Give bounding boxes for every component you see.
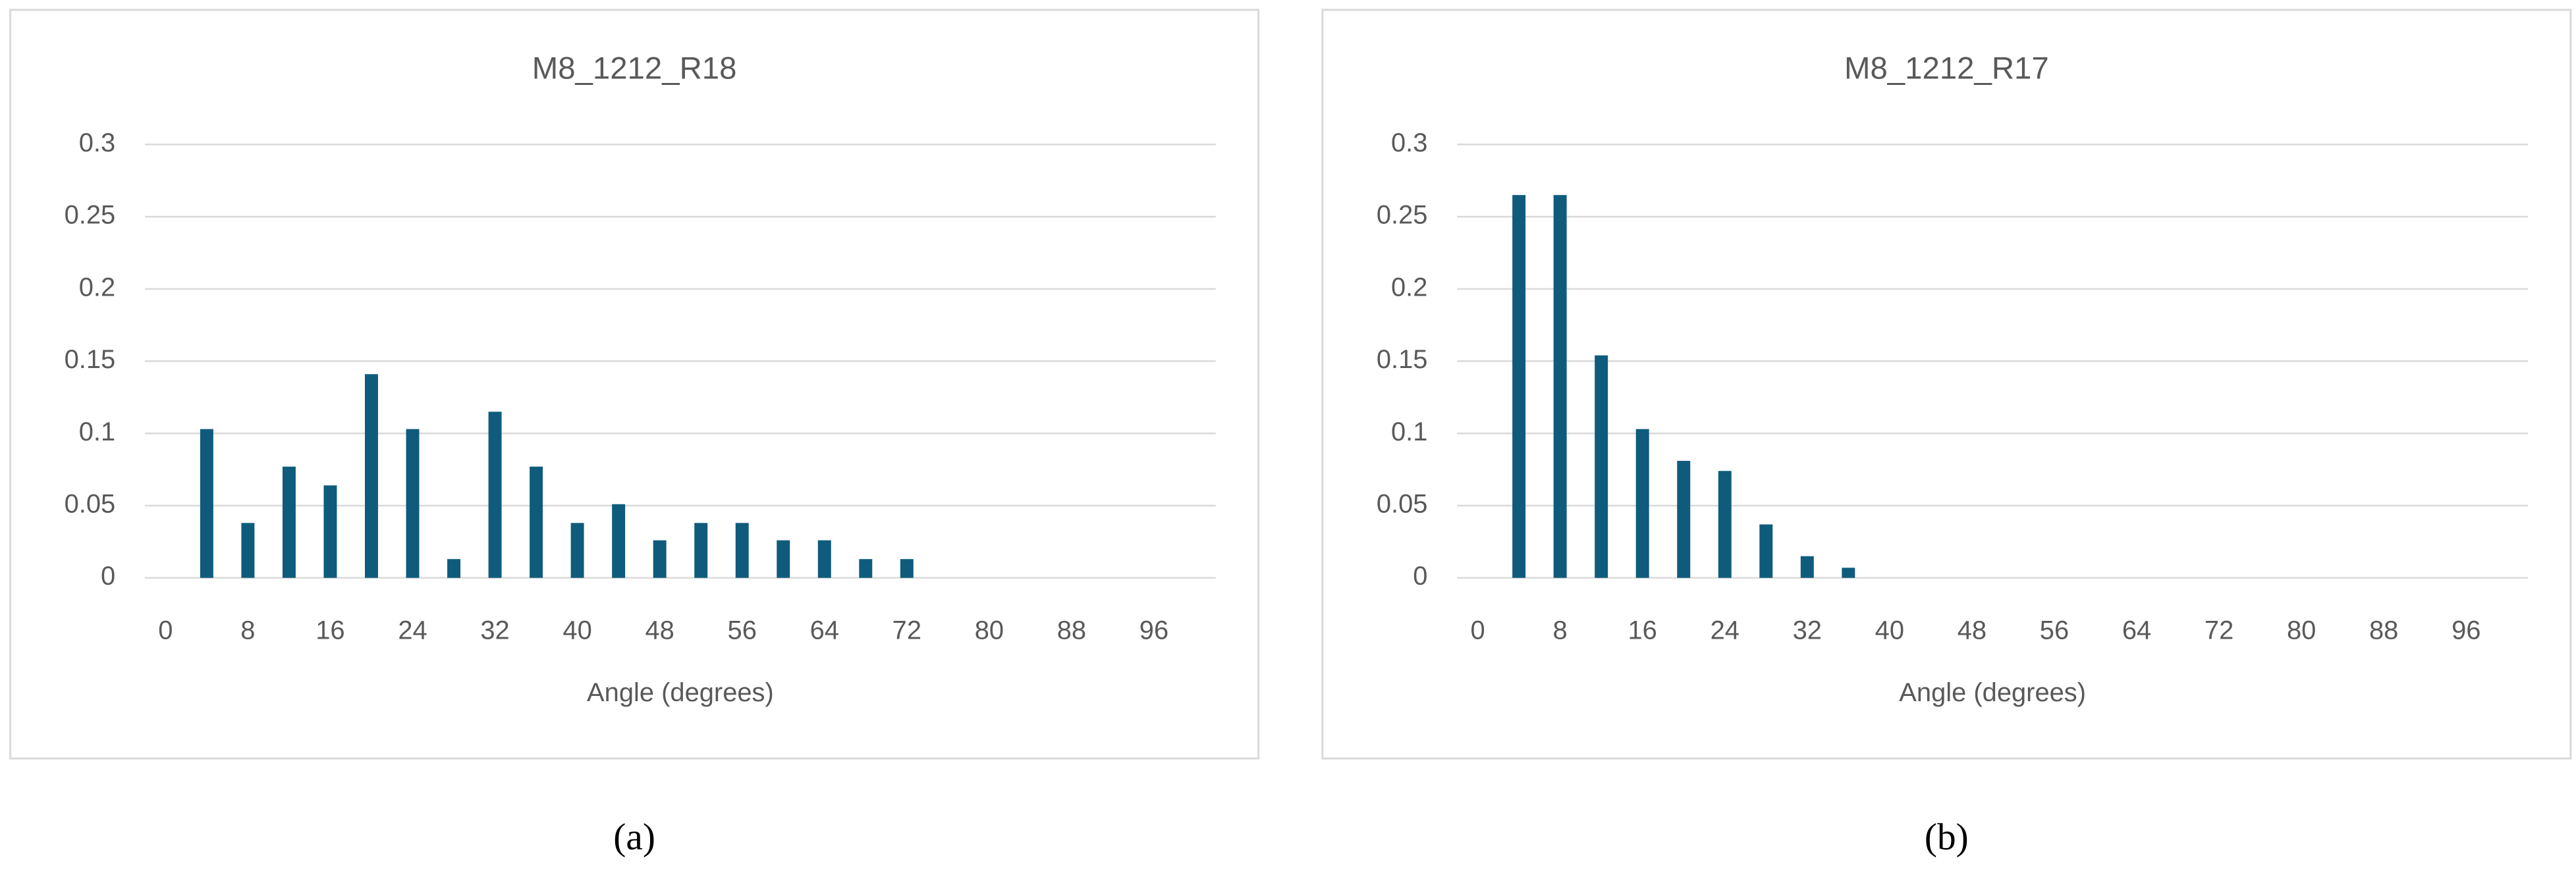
chart-title: M8_1212_R17 [1844, 51, 2049, 86]
x-tick-label: 24 [1711, 616, 1740, 645]
x-tick-label: 88 [2369, 616, 2398, 645]
bar [241, 523, 255, 578]
bar [323, 485, 337, 578]
bar [530, 466, 543, 578]
x-tick-label: 72 [2205, 616, 2233, 645]
bar [1553, 195, 1567, 578]
x-tick-label: 8 [240, 616, 255, 645]
x-tick-label: 80 [2287, 616, 2316, 645]
x-axis-title: Angle (degrees) [1899, 678, 2086, 707]
caption: (b) [1925, 816, 1969, 858]
y-tick-label: 0.1 [79, 417, 115, 446]
bar [777, 540, 790, 578]
bar [612, 504, 626, 578]
x-tick-label: 40 [1875, 616, 1904, 645]
x-tick-label: 48 [1958, 616, 1987, 645]
x-tick-label: 96 [2452, 616, 2480, 645]
bar [1512, 195, 1526, 578]
y-tick-label: 0.25 [1377, 201, 1428, 230]
x-tick-label: 16 [315, 616, 344, 645]
x-tick-label: 32 [480, 616, 509, 645]
y-tick-label: 0.15 [65, 345, 116, 374]
bar [447, 559, 461, 578]
bar [570, 523, 584, 578]
x-tick-label: 32 [1793, 616, 1822, 645]
x-tick-label: 56 [728, 616, 757, 645]
bar [694, 523, 708, 578]
bar [488, 411, 502, 578]
x-tick-label: 0 [158, 616, 173, 645]
x-tick-label: 72 [892, 616, 921, 645]
y-tick-label: 0.3 [79, 128, 115, 157]
x-tick-label: 88 [1057, 616, 1086, 645]
y-tick-label: 0 [101, 562, 115, 591]
bar [1842, 568, 1855, 578]
x-tick-label: 56 [2040, 616, 2069, 645]
y-tick-label: 0 [1413, 562, 1427, 591]
x-tick-label: 16 [1628, 616, 1657, 645]
y-tick-label: 0.1 [1391, 417, 1427, 446]
bar [1595, 355, 1608, 578]
bar [1759, 524, 1773, 578]
bar [653, 540, 667, 578]
bar [406, 429, 420, 578]
x-tick-label: 64 [810, 616, 839, 645]
bar [735, 523, 749, 578]
x-tick-label: 48 [645, 616, 674, 645]
bar [364, 374, 378, 578]
y-tick-label: 0.05 [1377, 490, 1428, 519]
y-tick-label: 0.05 [65, 490, 116, 519]
x-axis-title: Angle (degrees) [587, 678, 774, 707]
y-tick-label: 0.2 [1391, 273, 1427, 302]
bar [282, 466, 296, 578]
bar [1635, 429, 1649, 578]
x-tick-label: 40 [562, 616, 591, 645]
x-tick-label: 8 [1553, 616, 1568, 645]
bar [900, 559, 914, 578]
x-tick-label: 80 [975, 616, 1004, 645]
y-tick-label: 0.25 [65, 201, 116, 230]
chart-frame [1321, 9, 2572, 760]
chart-title: M8_1212_R18 [532, 51, 737, 86]
x-tick-label: 24 [398, 616, 427, 645]
y-tick-label: 0.15 [1377, 345, 1428, 374]
bar [1677, 460, 1691, 578]
bar [200, 429, 213, 578]
y-tick-label: 0.2 [79, 273, 115, 302]
x-tick-label: 0 [1470, 616, 1485, 645]
bar [817, 540, 831, 578]
x-tick-label: 96 [1139, 616, 1168, 645]
bar [859, 559, 873, 578]
x-tick-label: 64 [2122, 616, 2151, 645]
bar [1718, 471, 1732, 578]
bar [1800, 556, 1814, 578]
y-tick-label: 0.3 [1391, 128, 1427, 157]
chart-frame [9, 9, 1260, 760]
caption: (a) [613, 816, 655, 858]
